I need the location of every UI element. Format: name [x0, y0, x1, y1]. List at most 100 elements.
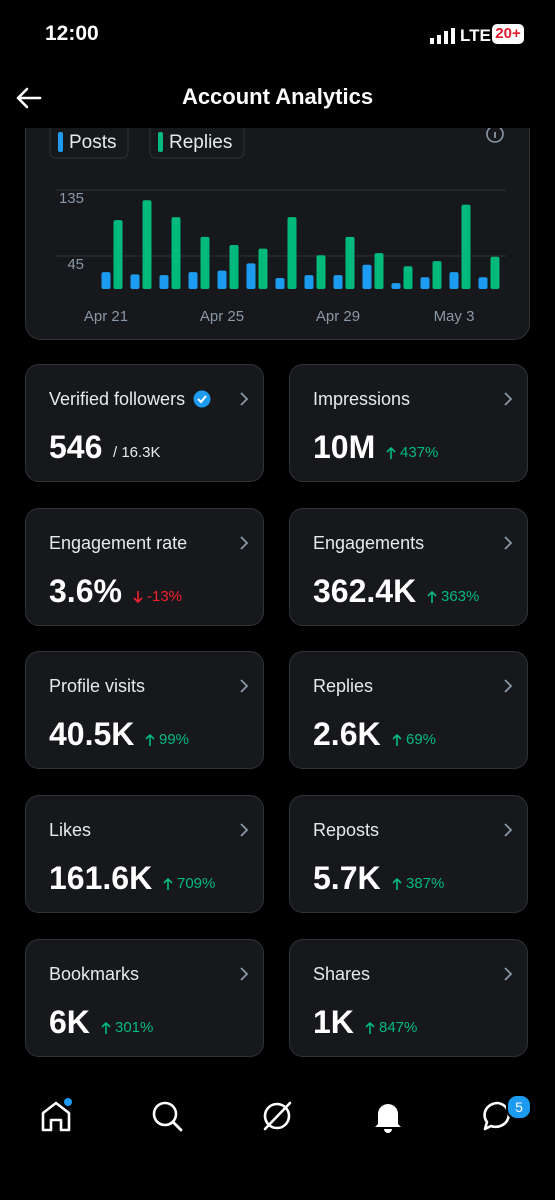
bar: [374, 253, 384, 289]
bar: [113, 220, 123, 289]
card-title: Engagements: [313, 532, 425, 553]
trend-arrow: [427, 590, 437, 609]
bar: [159, 275, 169, 289]
bar: [258, 248, 268, 289]
bar: [362, 264, 372, 289]
bar: [304, 275, 314, 289]
stat-card[interactable]: Replies 2.6K 69%: [289, 651, 528, 770]
trend-arrow: [145, 733, 155, 752]
trend-arrow: [163, 877, 173, 896]
stat-card[interactable]: Shares 1K 847%: [289, 938, 528, 1057]
card-title: Engagement rate: [49, 532, 188, 553]
battery: 20+: [492, 24, 524, 44]
chevron: [503, 535, 513, 556]
bar: [101, 272, 111, 289]
card-detail: 847%: [379, 1018, 418, 1036]
bar: [345, 236, 355, 289]
bar: [461, 204, 471, 289]
card-value: 6K: [49, 1003, 90, 1040]
chevron: [503, 966, 513, 987]
trend-arrow: [133, 590, 143, 609]
info-icon[interactable]: [486, 128, 504, 143]
bar: [432, 261, 442, 289]
back-button[interactable]: [14, 84, 44, 112]
bar: [403, 266, 413, 289]
bar: [217, 270, 227, 289]
search-icon[interactable]: [149, 1098, 185, 1134]
stat-card[interactable]: Bookmarks 6K 301%: [25, 938, 264, 1057]
card-detail: 69%: [406, 731, 437, 749]
legend-box: [149, 128, 245, 159]
bar: [490, 256, 500, 289]
notifications-icon[interactable]: [370, 1098, 406, 1134]
card-value: 362.4K: [313, 572, 417, 609]
card-detail: 437%: [400, 444, 439, 461]
stat-card[interactable]: Verified followers 546 / 16.3K: [25, 364, 264, 482]
card-value: 40.5K: [49, 716, 135, 753]
bar: [171, 217, 181, 289]
card-value: 2.6K: [313, 716, 381, 753]
chart-card: 45 135 Posts Replies Apr 21 Apr 25 Apr 29 May 3: [25, 128, 530, 340]
trend-arrow: [392, 877, 402, 896]
legend-box: [49, 128, 129, 159]
card-title: Impressions: [313, 389, 411, 409]
legend-label: Posts: [69, 132, 117, 153]
bar: [142, 200, 152, 289]
card-title: Profile visits: [49, 676, 146, 697]
bar: [478, 277, 488, 289]
card-title: Reposts: [313, 820, 380, 841]
bar: [449, 272, 459, 289]
card-value: 161.6K: [49, 860, 153, 897]
verified-badge: [193, 390, 211, 413]
card-detail: 387%: [406, 875, 445, 893]
y-tick-label: 45: [67, 256, 84, 273]
trend-arrow: [386, 446, 396, 465]
bar: [188, 272, 198, 289]
chart: 45 135 Posts Replies Apr 21 Apr 25 Apr 29 May 3: [49, 128, 506, 325]
chevron: [503, 391, 513, 412]
trend-arrow: [365, 1021, 375, 1040]
card-detail: / 16.3K: [113, 444, 161, 461]
stat-card[interactable]: Likes 161.6K 709%: [25, 795, 264, 914]
bar: [287, 217, 297, 289]
network-label: LTE: [460, 26, 491, 45]
bar: [316, 255, 326, 289]
card-value: 10M: [313, 429, 376, 465]
card-value: 3.6%: [49, 572, 122, 609]
stat-card[interactable]: Impressions 10M 437%: [289, 364, 528, 482]
stat-card[interactable]: Reposts 5.7K 387%: [289, 795, 528, 914]
legend-swatch: [58, 132, 63, 152]
bar: [130, 274, 140, 289]
legend-swatch: [158, 132, 163, 152]
trend-arrow: [392, 733, 402, 752]
card-title: Shares: [313, 963, 371, 984]
status-time: 12:00: [45, 22, 99, 45]
stat-card[interactable]: Engagements 362.4K 363%: [289, 507, 528, 626]
chevron: [503, 678, 513, 699]
home-icon[interactable]: [38, 1098, 74, 1134]
trend-arrow: [101, 1021, 111, 1040]
bar: [420, 277, 430, 289]
messages-badge: 5: [506, 1094, 532, 1120]
chevron: [503, 822, 513, 843]
card-detail: 363%: [441, 587, 480, 605]
card-value: 1K: [313, 1003, 354, 1040]
header-title: Account Analytics: [181, 84, 374, 109]
chevron: [239, 535, 249, 556]
card-value: 546: [49, 429, 103, 465]
stat-card[interactable]: Engagement rate 3.6% -13%: [25, 507, 264, 626]
x-tick-label: Apr 21: [84, 308, 128, 325]
bar: [246, 263, 256, 289]
grok-icon[interactable]: [259, 1098, 295, 1134]
chevron: [239, 822, 249, 843]
bar: [229, 245, 239, 289]
stat-card[interactable]: Profile visits 40.5K 99%: [25, 651, 264, 770]
chevron: [239, 966, 249, 987]
y-tick-label: 135: [59, 190, 84, 207]
bar: [275, 278, 285, 289]
card-value: 5.7K: [313, 860, 381, 897]
card-title: Verified followers: [49, 389, 186, 409]
x-tick-label: May 3: [434, 308, 475, 325]
card-title: Bookmarks: [49, 963, 140, 984]
